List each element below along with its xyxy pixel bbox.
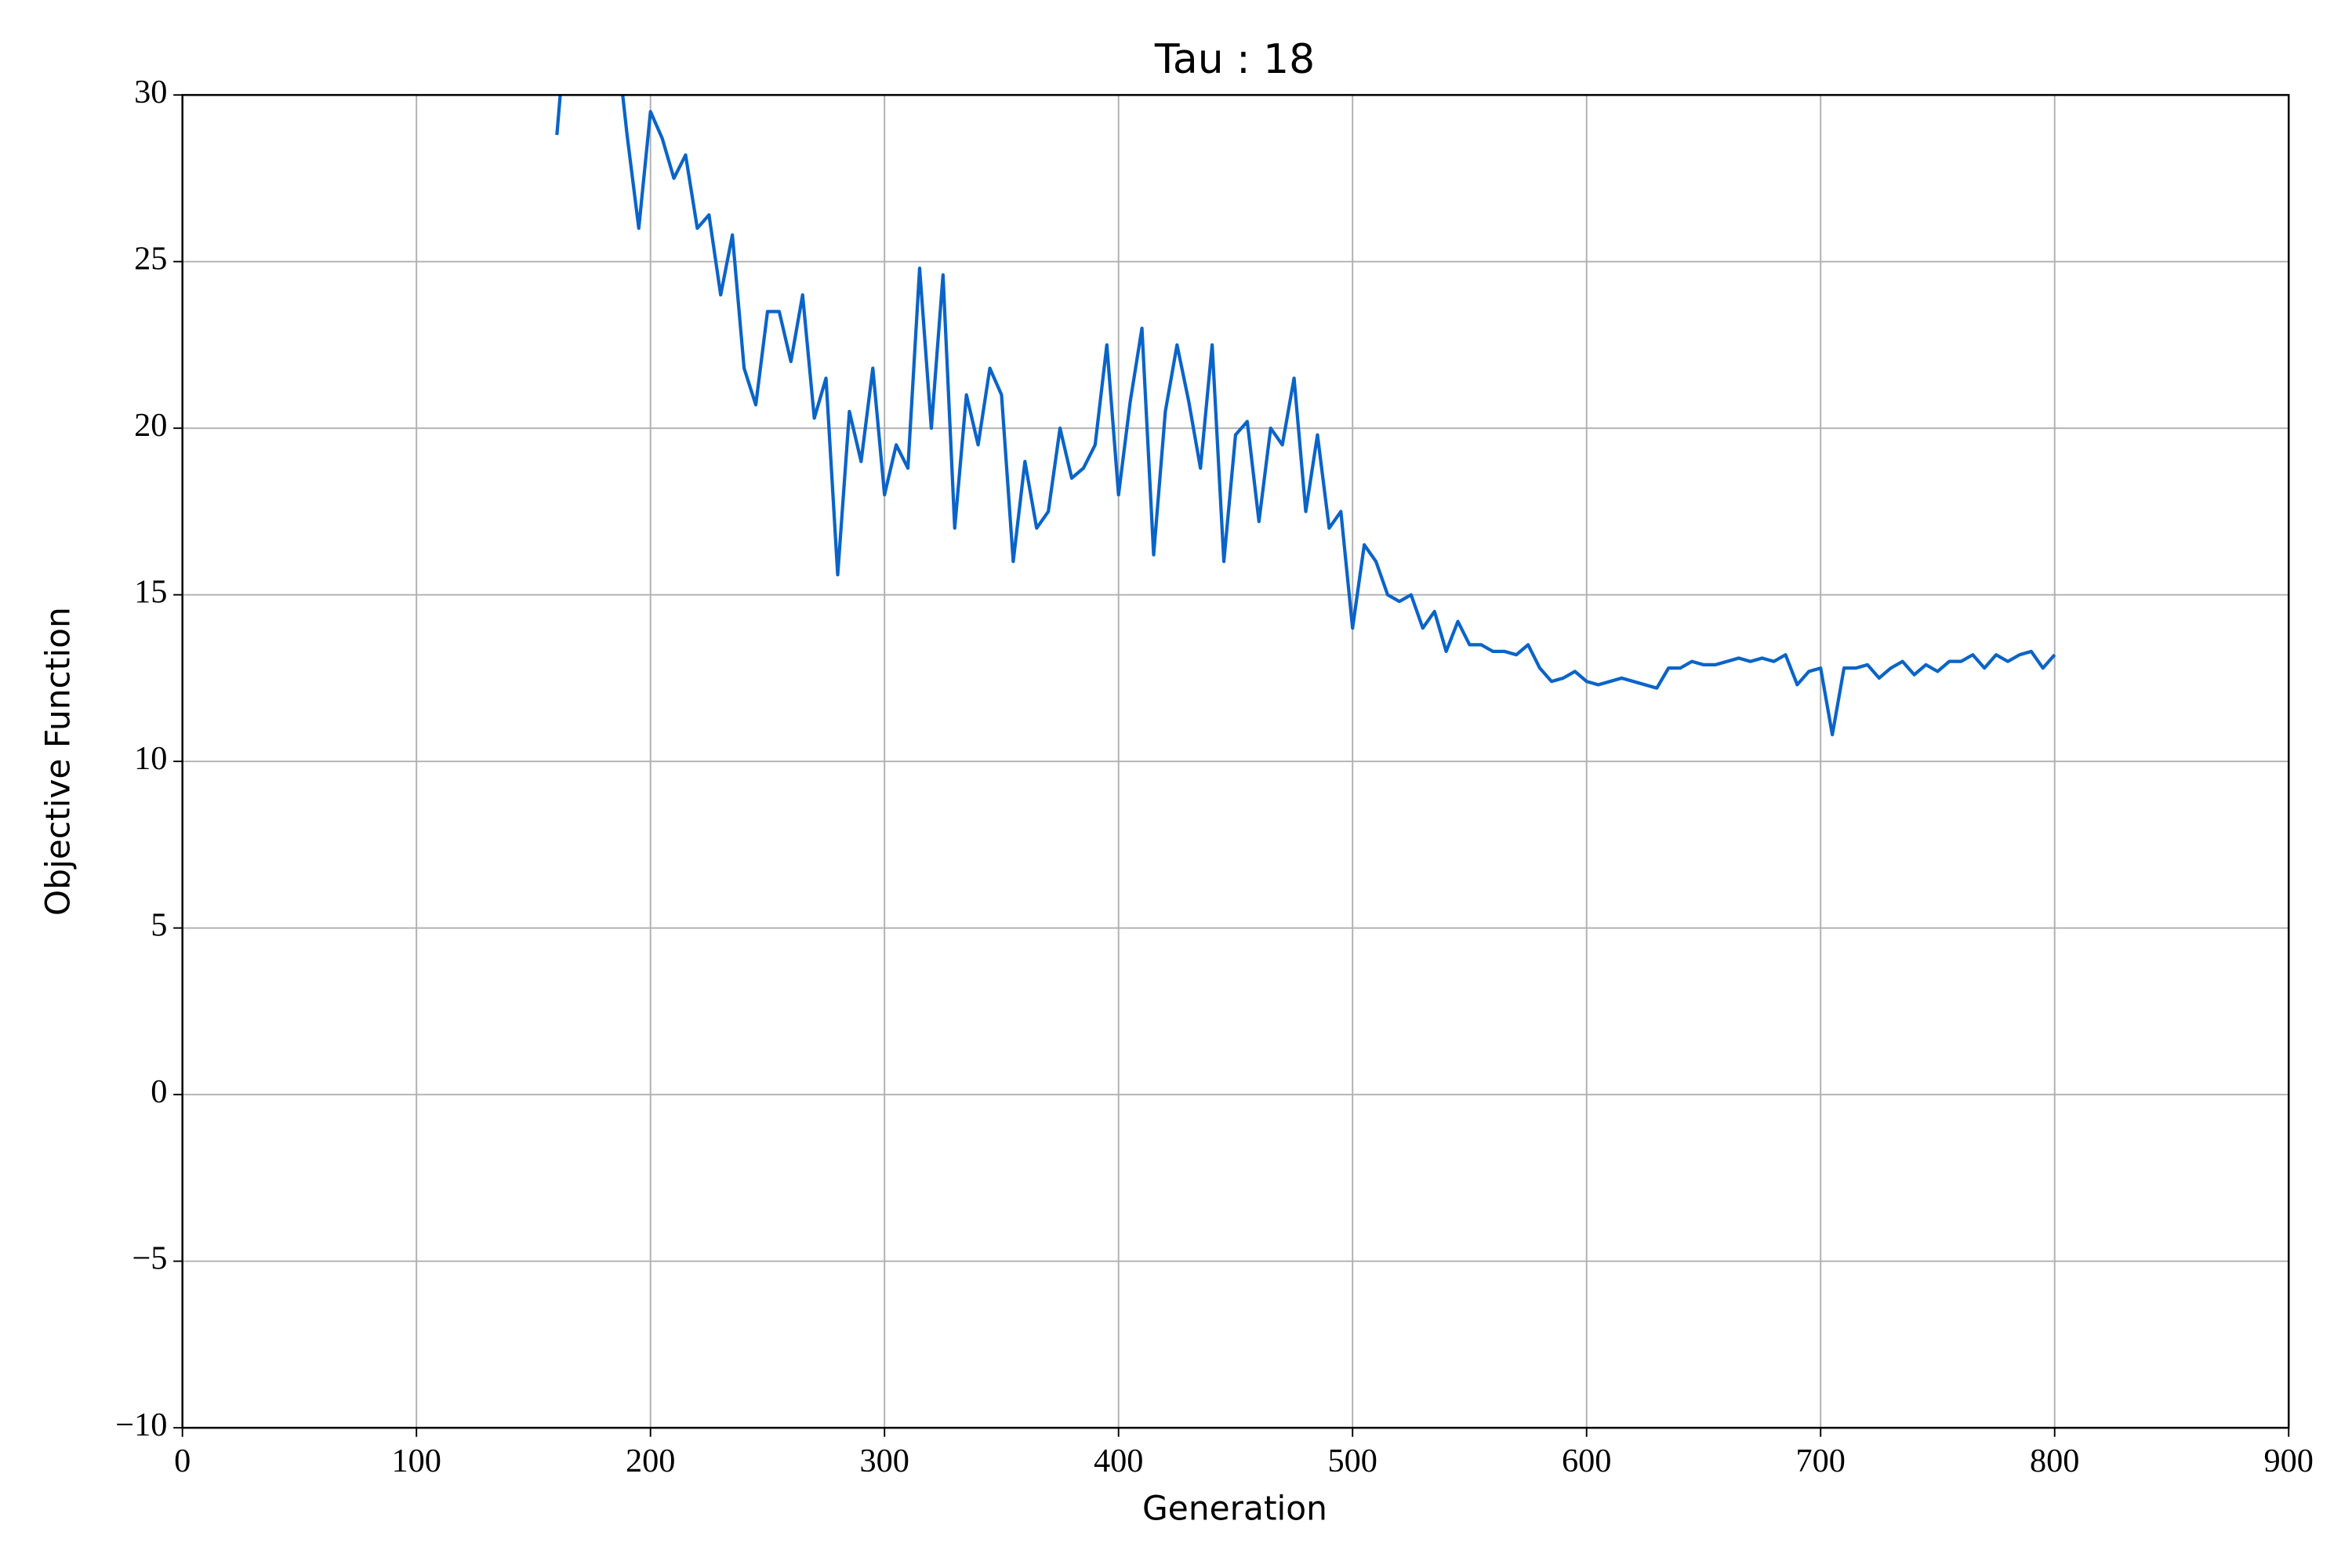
x-tick-label: 100	[391, 1443, 441, 1479]
grid	[181, 94, 2290, 1429]
chart-title: Tau : 18	[1154, 36, 1315, 83]
y-axis-label: Objective Function	[38, 607, 77, 916]
y-tick-label: 30	[134, 74, 167, 111]
y-tick-label: 15	[134, 573, 167, 610]
x-tick-label: 300	[859, 1443, 909, 1479]
data-line	[555, 95, 2056, 737]
y-tick-label: 5	[151, 906, 167, 943]
plot-area	[555, 95, 2056, 737]
x-tick-label: 400	[1094, 1443, 1143, 1479]
y-tick-label: 0	[151, 1073, 167, 1110]
x-tick-label: 0	[174, 1443, 191, 1479]
x-tick-label: 700	[1795, 1443, 1845, 1479]
x-tick-label: 200	[626, 1443, 675, 1479]
x-tick-label: 500	[1327, 1443, 1377, 1479]
y-tick-label: 20	[134, 407, 167, 444]
x-axis-label: Generation	[1142, 1489, 1327, 1527]
x-tick-label: 600	[1562, 1443, 1611, 1479]
ticks: 0 100 200 300 400 500 600 700 800 900 −10 −5 0 5 10 15 2…	[115, 74, 2314, 1479]
x-tick-label: 900	[2264, 1443, 2314, 1479]
y-tick-label: −10	[115, 1406, 167, 1443]
y-tick-label: 10	[134, 740, 167, 777]
x-tick-label: 800	[2030, 1443, 2079, 1479]
y-tick-label: 25	[134, 240, 167, 277]
y-tick-label: −5	[132, 1240, 167, 1276]
